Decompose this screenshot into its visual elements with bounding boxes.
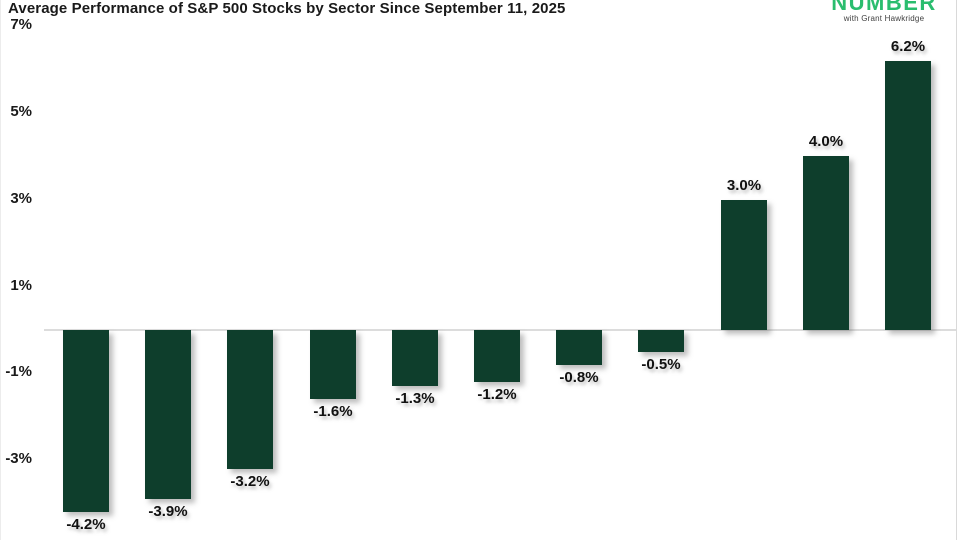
bar bbox=[392, 330, 438, 386]
bar-value-label: 3.0% bbox=[726, 177, 762, 194]
brand-wordmark: NUMBER bbox=[831, 0, 937, 13]
bar bbox=[721, 200, 767, 330]
bar bbox=[310, 330, 356, 399]
y-axis-tick-label: 3% bbox=[10, 190, 32, 207]
y-axis-tick-label: 5% bbox=[10, 103, 32, 120]
bar-value-label: -4.2% bbox=[66, 516, 106, 533]
bar bbox=[885, 61, 931, 330]
brand-logo: NUMBER with Grant Hawkridge bbox=[828, 0, 940, 23]
bar-value-label: 4.0% bbox=[808, 133, 844, 150]
bar-value-label: 6.2% bbox=[890, 38, 926, 55]
bar bbox=[803, 156, 849, 330]
bar-value-label: -1.3% bbox=[395, 390, 435, 407]
y-axis-tick-label: 7% bbox=[10, 16, 32, 33]
bar-value-label: -3.2% bbox=[230, 473, 270, 490]
left-border-line bbox=[0, 0, 1, 540]
bar bbox=[63, 330, 109, 512]
y-axis-tick-label: 1% bbox=[10, 277, 32, 294]
y-axis-tick-label: -3% bbox=[5, 450, 32, 467]
right-border-line bbox=[956, 0, 957, 540]
y-axis-tick-label: -1% bbox=[5, 363, 32, 380]
bar bbox=[145, 330, 191, 499]
bar-value-label: -3.9% bbox=[148, 503, 188, 520]
bar-value-label: -1.2% bbox=[477, 386, 517, 403]
brand-logo-clip: NUMBER bbox=[828, 0, 940, 13]
bar bbox=[638, 330, 684, 352]
bar-value-label: -0.5% bbox=[641, 356, 681, 373]
bar-value-label: -1.6% bbox=[313, 403, 353, 420]
bar bbox=[556, 330, 602, 365]
bar-value-label: -0.8% bbox=[559, 369, 599, 386]
bar bbox=[474, 330, 520, 382]
bar bbox=[227, 330, 273, 469]
brand-tagline: with Grant Hawkridge bbox=[843, 14, 925, 23]
chart-title: Average Performance of S&P 500 Stocks by… bbox=[8, 0, 566, 17]
